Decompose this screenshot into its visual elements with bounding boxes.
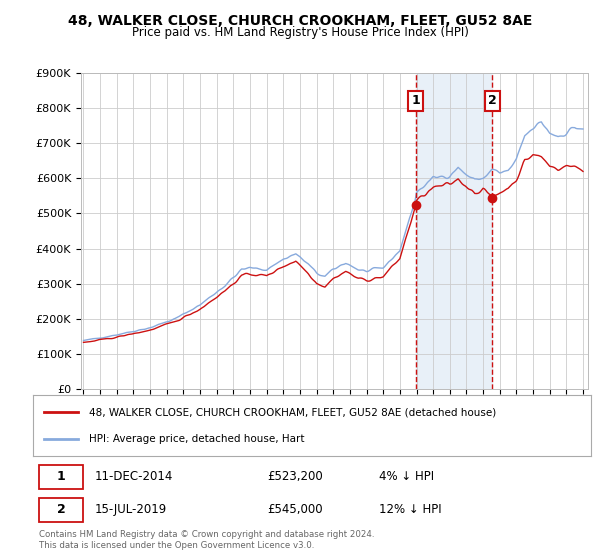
Text: 48, WALKER CLOSE, CHURCH CROOKHAM, FLEET, GU52 8AE: 48, WALKER CLOSE, CHURCH CROOKHAM, FLEET… (68, 14, 532, 28)
Text: 15-JUL-2019: 15-JUL-2019 (94, 503, 167, 516)
Bar (416, 73, 492, 389)
Text: 12% ↓ HPI: 12% ↓ HPI (379, 503, 442, 516)
Text: 2: 2 (56, 503, 65, 516)
Text: 48, WALKER CLOSE, CHURCH CROOKHAM, FLEET, GU52 8AE (detached house): 48, WALKER CLOSE, CHURCH CROOKHAM, FLEET… (89, 407, 496, 417)
Text: 4% ↓ HPI: 4% ↓ HPI (379, 470, 434, 483)
Text: 11-DEC-2014: 11-DEC-2014 (94, 470, 173, 483)
FancyBboxPatch shape (38, 465, 83, 489)
FancyBboxPatch shape (38, 498, 83, 522)
Text: 2: 2 (488, 95, 496, 108)
Text: 1: 1 (56, 470, 65, 483)
Text: HPI: Average price, detached house, Hart: HPI: Average price, detached house, Hart (89, 434, 304, 444)
Text: Contains HM Land Registry data © Crown copyright and database right 2024.
This d: Contains HM Land Registry data © Crown c… (38, 530, 374, 550)
Text: £523,200: £523,200 (268, 470, 323, 483)
Text: Price paid vs. HM Land Registry's House Price Index (HPI): Price paid vs. HM Land Registry's House … (131, 26, 469, 39)
Text: 1: 1 (412, 95, 420, 108)
Text: £545,000: £545,000 (268, 503, 323, 516)
